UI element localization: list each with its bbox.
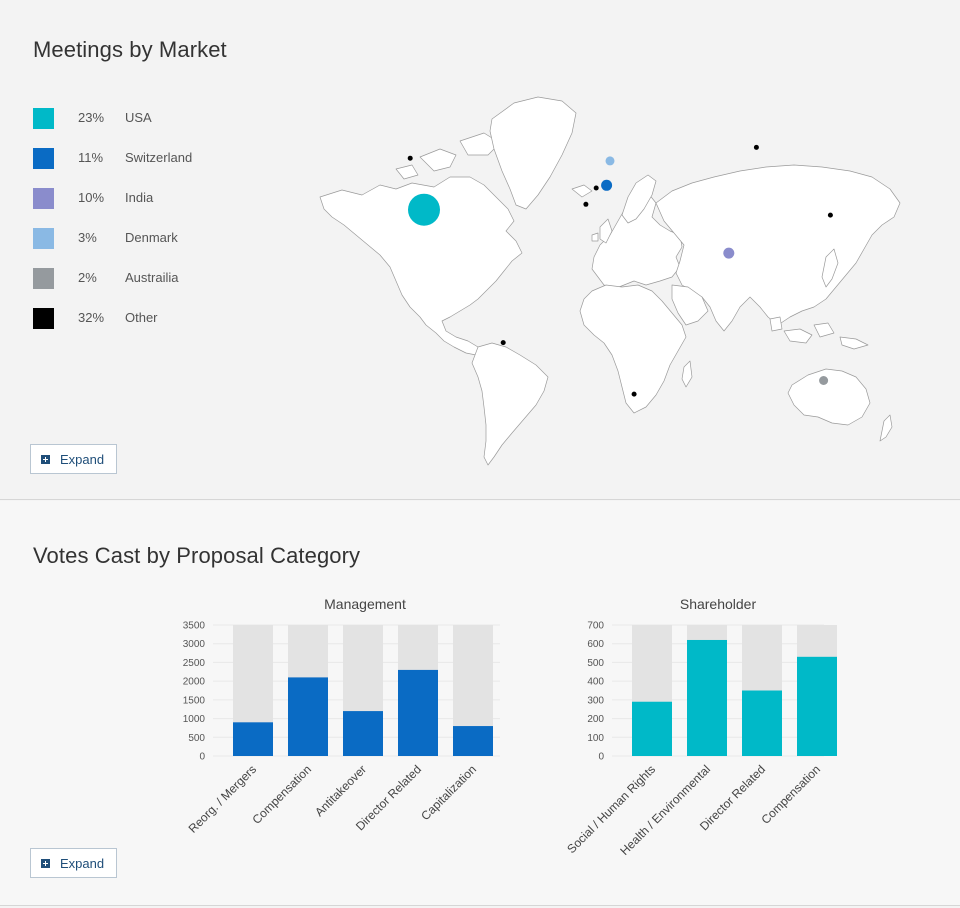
map-marker-spain <box>583 201 589 207</box>
map-marker-south-africa <box>631 391 637 397</box>
map-marker-india <box>723 247 735 259</box>
map-marker-brazil <box>500 340 506 346</box>
management-y-tick-label: 1500 <box>183 695 206 706</box>
legend-swatch <box>33 308 54 329</box>
legend-percent: 2% <box>78 270 97 285</box>
shareholder-category-label: Social / Human Rights <box>564 762 658 856</box>
map-marker-switzerland <box>601 179 613 191</box>
map-marker-france <box>593 185 599 191</box>
british-isles <box>591 218 613 244</box>
north-america-landmass <box>319 176 523 356</box>
japan-islands <box>821 248 839 288</box>
legend-item: 32% Other <box>33 308 273 348</box>
legend-percent: 11% <box>78 150 104 165</box>
shareholder-y-tick-label: 700 <box>587 621 604 632</box>
greenland-landmass <box>489 96 577 210</box>
management-y-tick-label: 3000 <box>183 639 206 650</box>
map-marker-canada <box>407 155 413 161</box>
legend-percent: 3% <box>78 230 97 245</box>
plus-square-icon <box>41 454 50 464</box>
map-marker-japan <box>827 212 833 218</box>
shareholder-bar <box>797 656 837 756</box>
legend-market-name: Denmark <box>125 230 178 245</box>
legend-percent: 32% <box>78 310 105 325</box>
management-y-tick-label: 2500 <box>183 658 206 669</box>
shareholder-y-tick-label: 200 <box>587 714 604 725</box>
management-y-tick-label: 2000 <box>183 677 206 688</box>
management-y-tick-label: 3500 <box>183 621 206 632</box>
management-chart-title: Management <box>324 596 406 612</box>
meetings-by-market-section: Meetings by Market 23% USA 11% Switzerla… <box>0 37 960 500</box>
map-marker-russia <box>753 144 759 150</box>
legend-market-name: Other <box>125 310 158 325</box>
map-marker-usa <box>408 193 440 226</box>
shareholder-bar <box>742 690 782 756</box>
southeast-asia-islands <box>769 316 869 350</box>
map-markers <box>407 144 833 397</box>
shareholder-category-label: Health / Environmental <box>617 762 713 858</box>
shareholder-bar <box>687 639 727 756</box>
map-marker-austrailia <box>819 376 829 385</box>
south-america-landmass <box>471 342 549 466</box>
management-y-tick-label: 500 <box>188 733 205 744</box>
new-zealand <box>879 414 893 442</box>
iceland <box>571 184 593 198</box>
legend-swatch <box>33 188 54 209</box>
madagascar <box>681 360 693 388</box>
legend-swatch <box>33 108 54 129</box>
management-category-label: Reorg. / Mergers <box>186 762 260 836</box>
votes-section-title: Votes Cast by Proposal Category <box>33 543 361 568</box>
arctic-islands <box>395 132 501 180</box>
shareholder-bar <box>632 701 672 756</box>
scandinavia <box>621 174 657 224</box>
shareholder-y-tick-label: 600 <box>587 639 604 650</box>
legend-item: 3% Denmark <box>33 228 273 268</box>
legend-market-name: Switzerland <box>125 150 193 165</box>
legend-market-name: India <box>125 190 154 205</box>
management-category-label: Compensation <box>249 762 314 827</box>
management-bar <box>398 669 438 756</box>
arabian-peninsula <box>671 284 709 326</box>
expand-button-label: Expand <box>60 451 105 467</box>
legend-swatch <box>33 228 54 249</box>
votes-cast-section: Votes Cast by Proposal Category Manageme… <box>0 501 960 906</box>
map-expand-button[interactable]: Expand <box>30 444 117 474</box>
expand-button-label: Expand <box>60 855 105 871</box>
management-category-label: Antitakeover <box>312 762 369 819</box>
shareholder-y-tick-label: 0 <box>598 752 604 763</box>
shareholder-y-tick-label: 500 <box>587 658 604 669</box>
management-y-tick-label: 0 <box>199 752 205 763</box>
plus-square-icon <box>41 858 50 868</box>
map-marker-denmark <box>605 156 615 166</box>
australia-landmass <box>787 368 871 426</box>
votes-expand-button[interactable]: Expand <box>30 848 117 878</box>
africa-landmass <box>579 284 687 414</box>
shareholder-y-tick-label: 300 <box>587 695 604 706</box>
shareholder-y-tick-label: 100 <box>587 733 604 744</box>
shareholder-y-tick-label: 400 <box>587 677 604 688</box>
legend-swatch <box>33 148 54 169</box>
legend-item: 10% India <box>33 188 273 228</box>
shareholder-chart-title: Shareholder <box>680 596 757 612</box>
legend-item: 23% USA <box>33 108 273 148</box>
legend-item: 11% Switzerland <box>33 148 273 188</box>
legend-market-name: Austrailia <box>125 270 179 285</box>
legend-percent: 23% <box>78 110 105 125</box>
legend-market-name: USA <box>125 110 152 125</box>
world-map <box>319 96 901 466</box>
management-bar <box>288 677 328 756</box>
legend-swatch <box>33 268 54 289</box>
map-section-title: Meetings by Market <box>33 37 227 62</box>
management-bar <box>453 726 493 756</box>
management-y-tick-label: 1000 <box>183 714 206 725</box>
shareholder-category-label: Compensation <box>758 762 823 827</box>
management-category-label: Capitalization <box>418 762 479 823</box>
management-bar <box>233 722 273 756</box>
legend-percent: 10% <box>78 190 105 205</box>
management-bar <box>343 711 383 756</box>
legend-item: 2% Austrailia <box>33 268 273 308</box>
map-legend: 23% USA 11% Switzerland 10% India 3% Den… <box>33 108 273 348</box>
proposal-category-charts: Management0500100015002000250030003500Re… <box>183 596 837 858</box>
